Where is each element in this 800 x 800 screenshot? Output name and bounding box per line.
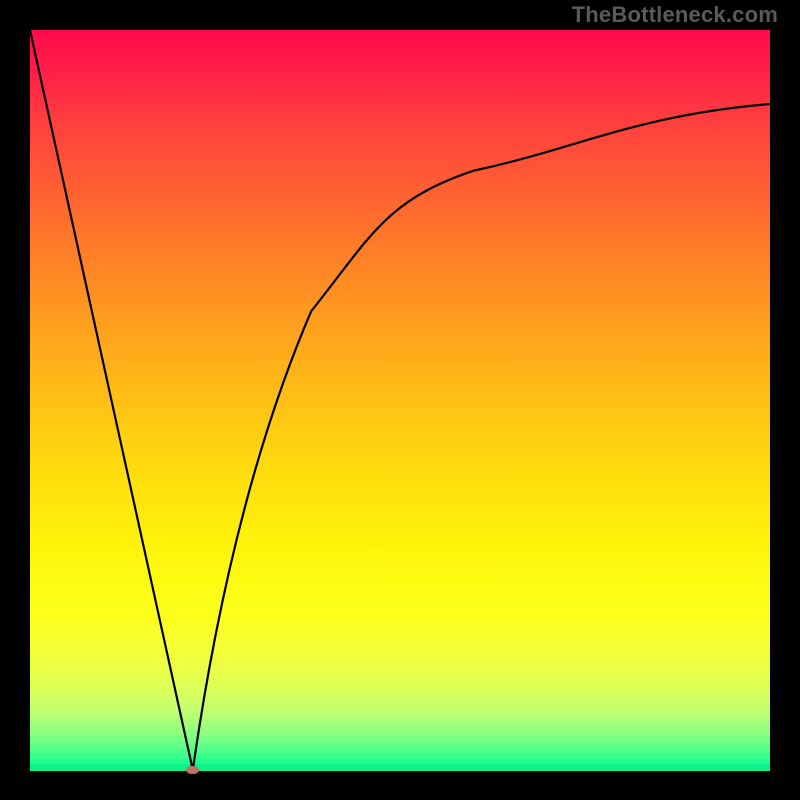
chart-root: { "watermark": { "text": "TheBottleneck.…	[0, 0, 800, 800]
bottleneck-curve	[30, 30, 770, 770]
curve-segment	[30, 30, 193, 770]
minimum-marker	[186, 766, 199, 775]
curve-segment	[193, 104, 770, 770]
watermark-text: TheBottleneck.com	[572, 2, 778, 28]
plot-area	[30, 30, 770, 770]
